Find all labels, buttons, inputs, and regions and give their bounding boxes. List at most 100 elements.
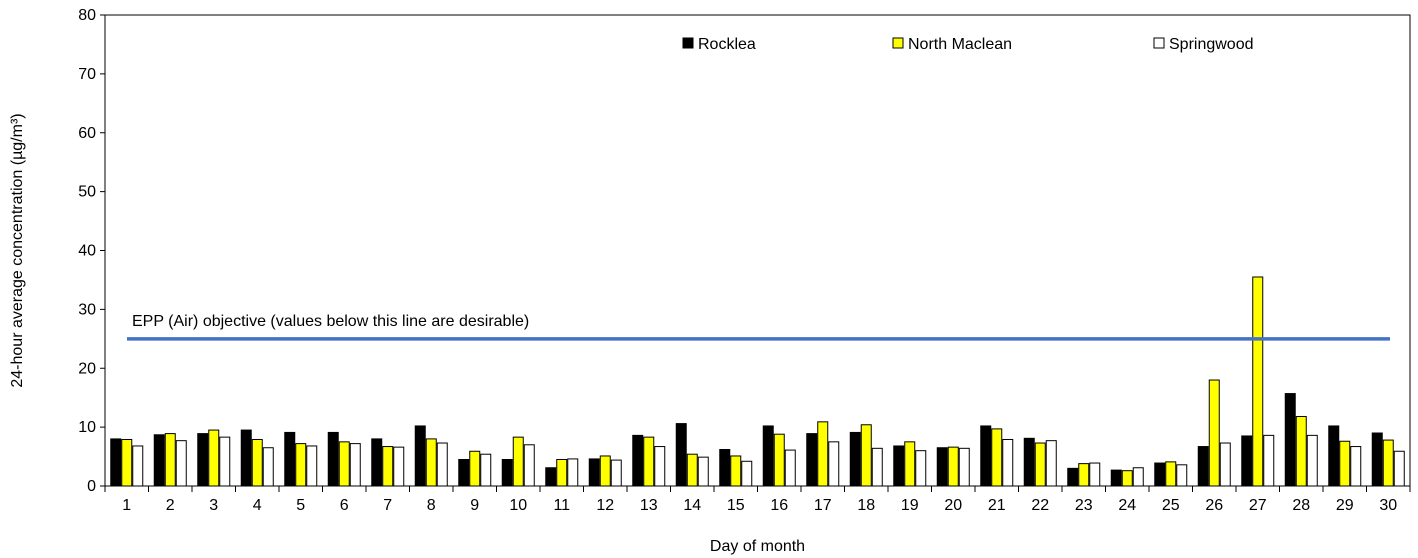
x-tick-label: 30 — [1379, 497, 1397, 514]
legend-swatch — [682, 37, 694, 49]
bar-springwood — [567, 458, 579, 487]
x-tick-label: 6 — [340, 497, 349, 514]
bar-north-maclean — [730, 455, 742, 487]
bar-north-maclean — [512, 436, 524, 487]
bar-rocklea — [893, 445, 905, 487]
bar-north-maclean — [904, 441, 916, 487]
x-tick-label: 16 — [770, 497, 788, 514]
x-tick-label: 3 — [209, 497, 218, 514]
x-tick-label: 27 — [1249, 497, 1267, 514]
bar-rocklea — [284, 431, 296, 487]
x-tick-label: 28 — [1292, 497, 1310, 514]
bar-springwood — [132, 445, 144, 487]
x-tick-label: 2 — [166, 497, 175, 514]
x-tick-label: 13 — [640, 497, 658, 514]
bar-north-maclean — [1252, 276, 1264, 487]
bar-springwood — [480, 453, 492, 487]
x-tick-label: 10 — [509, 497, 527, 514]
bar-springwood — [1393, 450, 1405, 487]
bar-north-maclean — [1034, 442, 1046, 487]
bar-springwood — [1045, 440, 1057, 487]
bar-springwood — [871, 447, 883, 487]
bar-springwood — [654, 446, 666, 487]
x-tick-label: 21 — [988, 497, 1006, 514]
x-tick-label: 29 — [1336, 497, 1354, 514]
bar-rocklea — [719, 448, 731, 487]
bar-north-maclean — [1339, 440, 1351, 487]
x-tick-label: 17 — [814, 497, 832, 514]
y-tick-label: 10 — [78, 419, 96, 436]
bar-north-maclean — [164, 433, 176, 487]
x-tick-label: 9 — [470, 497, 479, 514]
bar-rocklea — [414, 425, 426, 487]
bar-north-maclean — [208, 429, 220, 487]
x-tick-label: 5 — [296, 497, 305, 514]
bar-north-maclean — [251, 438, 263, 487]
bar-north-maclean — [469, 450, 481, 487]
y-tick-label: 70 — [78, 66, 96, 83]
x-tick-label: 25 — [1162, 497, 1180, 514]
bar-rocklea — [1197, 446, 1209, 487]
reference-line-group: EPP (Air) objective (values below this l… — [127, 313, 1390, 341]
bar-rocklea — [458, 459, 470, 487]
bar-rocklea — [675, 423, 687, 487]
bar-rocklea — [1371, 432, 1383, 487]
bar-north-maclean — [1165, 461, 1177, 487]
bar-springwood — [697, 456, 709, 487]
x-tick-label: 7 — [383, 497, 392, 514]
bar-rocklea — [1067, 467, 1079, 487]
bar-north-maclean — [121, 438, 133, 487]
bar-springwood — [1219, 442, 1231, 487]
bar-north-maclean — [860, 424, 872, 487]
bar-rocklea — [980, 425, 992, 487]
bar-north-maclean — [338, 441, 350, 487]
bar-springwood — [741, 460, 753, 487]
bar-springwood — [610, 459, 622, 487]
bar-springwood — [436, 442, 448, 487]
x-tick-label: 20 — [944, 497, 962, 514]
bar-north-maclean — [295, 443, 307, 487]
bar-rocklea — [1241, 435, 1253, 487]
y-tick-label: 20 — [78, 360, 96, 377]
x-tick-label: 15 — [727, 497, 745, 514]
bar-springwood — [393, 446, 405, 487]
bar-springwood — [175, 440, 187, 487]
bar-springwood — [219, 436, 231, 487]
bar-rocklea — [936, 447, 948, 487]
x-tick-label: 11 — [553, 497, 570, 514]
bar-springwood — [349, 443, 361, 487]
legend-swatch — [1153, 37, 1165, 49]
bar-rocklea — [371, 438, 383, 487]
x-tick-label: 18 — [857, 497, 875, 514]
bar-north-maclean — [947, 446, 959, 487]
bar-springwood — [1089, 462, 1101, 487]
y-tick-label: 80 — [78, 7, 96, 24]
x-tick-label: 1 — [122, 497, 131, 514]
bar-rocklea — [762, 425, 774, 487]
bars-group — [110, 276, 1405, 487]
bar-springwood — [958, 447, 970, 487]
bar-rocklea — [588, 458, 600, 487]
bar-rocklea — [501, 459, 513, 487]
legend-label: Rocklea — [698, 36, 756, 53]
bar-springwood — [1132, 467, 1144, 487]
bar-north-maclean — [686, 453, 698, 487]
bar-springwood — [828, 441, 840, 487]
bar-rocklea — [806, 433, 818, 487]
bar-rocklea — [632, 434, 644, 487]
bar-rocklea — [1023, 437, 1035, 487]
bar-north-maclean — [1295, 416, 1307, 487]
bar-north-maclean — [1382, 439, 1394, 487]
bar-rocklea — [849, 431, 861, 487]
x-tick-label: 19 — [901, 497, 919, 514]
legend-label: North Maclean — [908, 36, 1012, 53]
bar-springwood — [262, 447, 274, 487]
y-tick-label: 50 — [78, 184, 96, 201]
bar-rocklea — [1284, 393, 1296, 487]
x-tick-label: 26 — [1205, 497, 1223, 514]
bar-rocklea — [1110, 469, 1122, 487]
bar-rocklea — [545, 467, 557, 487]
